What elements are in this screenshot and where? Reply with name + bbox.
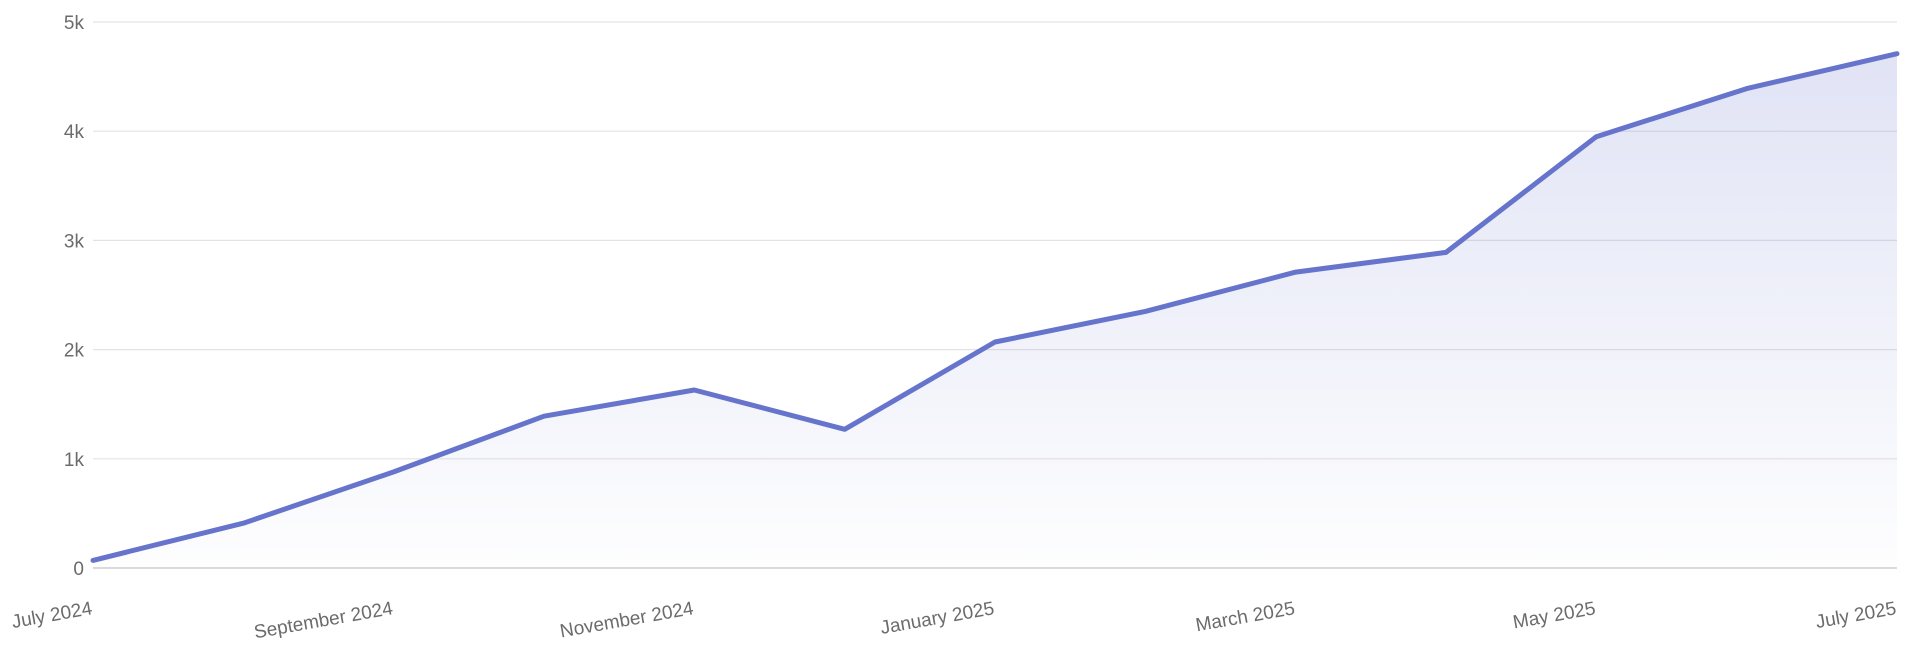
x-tick-label: January 2025 (879, 598, 996, 639)
data-point (241, 521, 246, 526)
y-axis: 0 1k 2k 3k 4k 5k (64, 13, 85, 580)
data-point (542, 414, 547, 419)
data-point (1444, 250, 1449, 255)
x-tick-label: November 2024 (558, 598, 695, 642)
y-tick-label: 0 (73, 559, 84, 580)
y-tick-label: 2k (64, 341, 85, 362)
series-line (90, 51, 1900, 563)
data-point (842, 427, 847, 432)
series-line-layer (90, 51, 1900, 563)
x-tick-label: September 2024 (253, 598, 395, 643)
data-point (692, 388, 697, 393)
y-tick-label: 4k (64, 122, 85, 143)
data-point (1143, 309, 1148, 314)
x-tick-label: July 2024 (10, 598, 94, 633)
y-tick-label: 5k (64, 13, 85, 34)
series-area-fill (93, 53, 1897, 568)
data-point (1293, 270, 1298, 275)
y-tick-label: 1k (64, 450, 85, 471)
x-tick-label: July 2025 (1814, 598, 1898, 633)
data-point (993, 340, 998, 345)
x-axis: July 2024 September 2024 November 2024 Janu… (10, 598, 1898, 643)
data-point (1895, 51, 1900, 56)
x-tick-label: March 2025 (1194, 598, 1296, 636)
y-tick-label: 3k (64, 231, 85, 252)
data-point (1594, 134, 1599, 139)
data-point (391, 469, 396, 474)
x-tick-label: May 2025 (1511, 598, 1597, 633)
area-fill-layer (93, 53, 1897, 568)
data-point (91, 558, 96, 563)
data-point (1744, 86, 1749, 91)
